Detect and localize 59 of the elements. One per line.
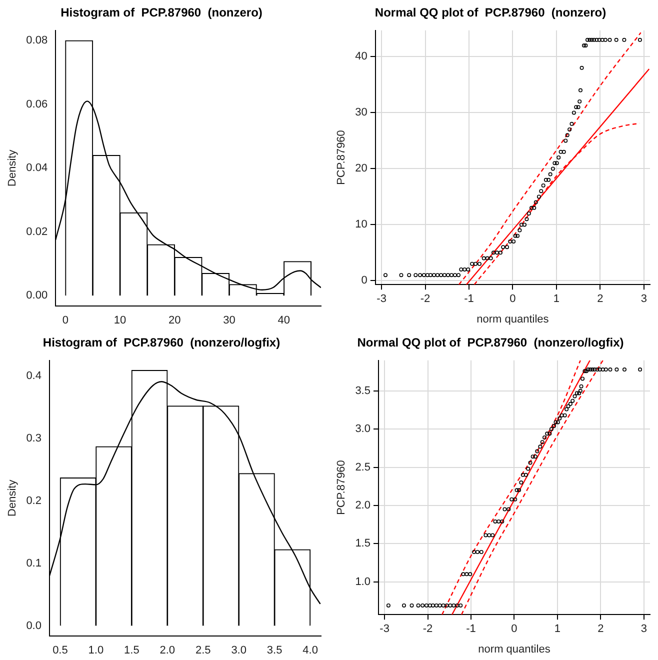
line-series [458, 32, 642, 285]
chart-title: Normal QQ plot of PCP.87960 (nonzero/logfix) [357, 336, 624, 350]
x-tick-label: 3.5 [266, 644, 282, 656]
x-axis-title: norm quantiles [478, 643, 551, 656]
y-tick-label: 0.1 [26, 557, 42, 570]
y-tick-label: 0.02 [26, 226, 48, 238]
y-tick-label: 0.0 [26, 620, 42, 632]
y-tick-label: 2.5 [355, 461, 370, 474]
x-tick-label: 20 [168, 314, 181, 326]
x-tick-label: 3.0 [231, 644, 246, 656]
chart-title: Histogram of PCP.87960 (nonzero) [60, 6, 262, 20]
y-axis-title: Density [6, 149, 19, 186]
x-tick-label: 2.0 [160, 644, 176, 656]
y-tick-label: 0.2 [26, 494, 42, 507]
x-tick-label: -3 [380, 623, 390, 636]
x-tick-label: 1 [554, 623, 561, 636]
x-tick-label: 10 [114, 314, 126, 326]
y-axis-title: PCP.87960 [336, 460, 348, 515]
x-tick-label: 1.0 [88, 644, 104, 656]
y-axis-title: PCP.87960 [336, 130, 348, 185]
x-tick-label: 1 [553, 293, 560, 306]
y-tick-label: 0.00 [26, 290, 48, 302]
y-tick-label: 40 [355, 50, 368, 63]
y-tick-label: 1.0 [355, 576, 370, 588]
x-axis-title: norm quantiles [476, 313, 550, 326]
x-tick-label: 4.0 [302, 644, 318, 656]
x-tick-label: 2 [597, 293, 604, 306]
x-tick-label: 0 [510, 293, 516, 306]
y-tick-label: 2.0 [355, 499, 370, 512]
y-tick-label: 0.04 [26, 162, 48, 174]
x-tick-label: 2.5 [195, 644, 211, 656]
y-tick-label: 0.06 [26, 98, 48, 110]
x-tick-label: -1 [466, 623, 476, 636]
y-tick-label: 10 [355, 218, 368, 231]
x-tick-label: -2 [420, 293, 430, 306]
x-tick-label: -3 [376, 293, 386, 306]
y-tick-label: 3.5 [355, 384, 370, 397]
x-tick-label: 2 [598, 623, 604, 636]
x-tick-label: -2 [422, 623, 433, 636]
chart-title: Histogram of PCP.87960 (nonzero/logfix) [42, 336, 280, 350]
x-tick-label: 1.5 [124, 644, 140, 656]
y-tick-label: 0.4 [26, 370, 42, 382]
y-tick-label: 20 [355, 162, 368, 175]
x-tick-label: 0 [62, 314, 68, 326]
x-tick-label: 0 [511, 623, 518, 636]
y-tick-label: 0.3 [26, 432, 42, 444]
x-tick-label: 0.5 [52, 644, 68, 656]
x-tick-label: 3 [640, 293, 647, 306]
y-tick-label: 30 [355, 106, 368, 119]
x-tick-label: 3 [640, 623, 648, 636]
chart-title: Normal QQ plot of PCP.87960 (nonzero) [374, 6, 606, 20]
y-axis-title: Density [6, 479, 19, 516]
y-tick-label: 0.08 [26, 34, 48, 47]
y-tick-label: 3.0 [355, 423, 370, 436]
x-tick-label: 30 [223, 314, 236, 326]
y-tick-label: 0 [361, 274, 368, 287]
x-tick-label: 40 [278, 314, 290, 326]
y-tick-label: 1.5 [355, 538, 370, 550]
x-tick-label: -1 [464, 293, 474, 306]
